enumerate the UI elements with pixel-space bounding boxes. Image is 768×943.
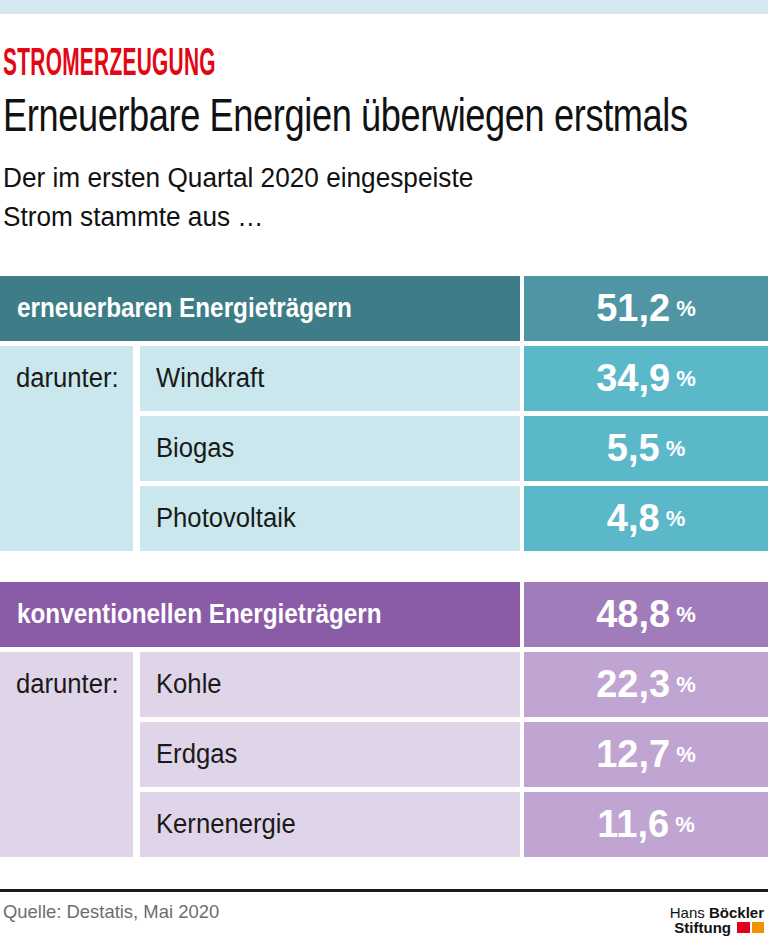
value-number: 48,8: [596, 593, 670, 636]
renewables-row-prefix: darunter:: [0, 346, 133, 551]
conventional-row-value: 12,7%: [524, 722, 768, 787]
logo-boeckler: Böckler: [709, 905, 764, 920]
renewables-row-value: 5,5%: [524, 416, 768, 481]
conventional-header-label: konventionellen Energieträgern: [0, 582, 520, 647]
logo-stiftung: Stiftung: [674, 920, 731, 935]
table-conventional: konventionellen Energieträgern 48,8% dar…: [0, 582, 768, 857]
logo-orange-square-icon: [752, 922, 764, 933]
conventional-row-label: Erdgas: [140, 722, 520, 787]
table-renewables: erneuerbaren Energieträgern 51,2% darunt…: [0, 276, 768, 551]
renewables-row-label: Windkraft: [140, 346, 520, 411]
hans-boeckler-stiftung-logo: Hans Böckler Stiftung: [670, 905, 764, 935]
subtitle: Der im ersten Quartal 2020 eingespeiste …: [3, 159, 488, 237]
footer-divider: [0, 889, 768, 892]
percent-sign: %: [676, 296, 696, 322]
conventional-row-value: 11,6%: [524, 792, 768, 857]
percent-sign: %: [666, 506, 686, 532]
value-number: 4,8: [607, 497, 660, 540]
logo-line-1: Hans Böckler: [670, 905, 764, 920]
renewables-row-label: Photovoltaik: [140, 486, 520, 551]
renewables-header-value: 51,2%: [524, 276, 768, 341]
top-accent-bar: [0, 0, 768, 14]
logo-hans: Hans: [670, 905, 705, 920]
conventional-row-label: Kohle: [140, 652, 520, 717]
subtitle-line-1: Der im ersten Quartal 2020 eingespeiste: [3, 159, 488, 198]
conventional-row-label: Kernenergie: [140, 792, 520, 857]
percent-sign: %: [676, 602, 696, 628]
logo-line-2: Stiftung: [670, 920, 764, 935]
renewables-row-value: 4,8%: [524, 486, 768, 551]
logo-red-square-icon: [737, 922, 750, 933]
conventional-row-value: 22,3%: [524, 652, 768, 717]
source-note: Quelle: Destatis, Mai 2020: [3, 901, 226, 923]
value-number: 34,9: [596, 357, 670, 400]
percent-sign: %: [676, 366, 696, 392]
subtitle-line-2: Strom stammte aus …: [3, 198, 488, 237]
value-number: 22,3: [596, 663, 670, 706]
page-title: Erneuerbare Energien überwiegen erstmals: [3, 90, 768, 140]
percent-sign: %: [676, 672, 696, 698]
value-number: 51,2: [596, 287, 670, 330]
kicker-text: STROMERZEUGUNG: [3, 42, 216, 82]
value-number: 11,6: [597, 803, 669, 846]
kicker: STROMERZEUGUNG: [3, 42, 390, 82]
renewables-row-label: Biogas: [140, 416, 520, 481]
page-title-text: Erneuerbare Energien überwiegen erstmals: [3, 90, 688, 140]
percent-sign: %: [666, 436, 686, 462]
renewables-row-value: 34,9%: [524, 346, 768, 411]
renewables-header-label: erneuerbaren Energieträgern: [0, 276, 520, 341]
percent-sign: %: [676, 742, 696, 768]
value-number: 5,5: [607, 427, 660, 470]
conventional-row-prefix: darunter:: [0, 652, 133, 857]
percent-sign: %: [675, 812, 695, 838]
value-number: 12,7: [596, 733, 670, 776]
conventional-header-value: 48,8%: [524, 582, 768, 647]
